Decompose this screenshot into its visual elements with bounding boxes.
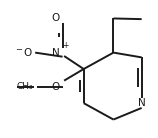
Text: N: N (52, 48, 59, 58)
Text: N: N (138, 98, 146, 108)
Text: CH₃: CH₃ (17, 82, 33, 91)
Text: O: O (23, 48, 31, 58)
Text: O: O (51, 82, 60, 92)
Text: −: − (15, 45, 22, 54)
Text: +: + (63, 41, 69, 50)
Text: O: O (51, 13, 60, 23)
